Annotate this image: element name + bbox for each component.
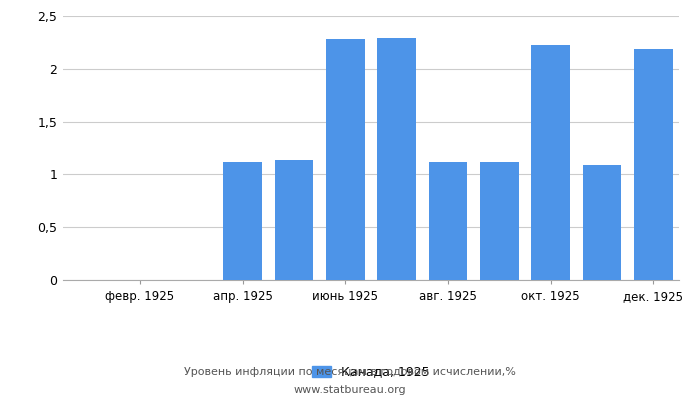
Legend: Канада, 1925: Канада, 1925 [306, 359, 436, 385]
Bar [480, 162, 519, 280]
Bar [428, 162, 468, 280]
Bar [377, 38, 416, 280]
Bar [326, 39, 365, 280]
Bar [634, 49, 673, 280]
Text: www.statbureau.org: www.statbureau.org [294, 385, 406, 395]
Bar [531, 44, 570, 280]
Bar [274, 160, 314, 280]
Bar [582, 165, 622, 280]
Bar [223, 162, 262, 280]
Text: Уровень инфляции по месяцам в годовом исчислении,%: Уровень инфляции по месяцам в годовом ис… [184, 367, 516, 377]
